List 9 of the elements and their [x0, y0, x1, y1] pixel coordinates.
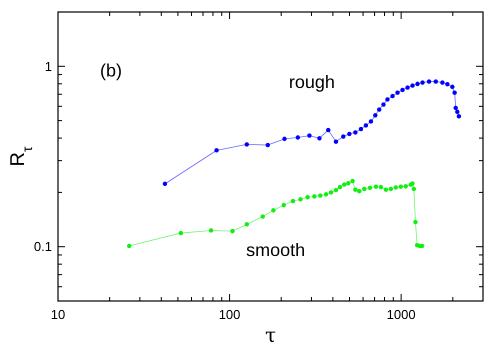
x-tick-label: 1000 [386, 307, 416, 322]
x-axis-title: τ [264, 323, 276, 347]
y-tick-label: 1 [44, 58, 52, 74]
x-tick-label: 100 [218, 307, 240, 322]
x-tick-label: 10 [50, 307, 66, 322]
series-label: smooth [246, 240, 306, 260]
y-tick-label: 0.1 [34, 239, 52, 254]
annotation: (b) [100, 60, 122, 81]
text: rough [288, 72, 335, 92]
